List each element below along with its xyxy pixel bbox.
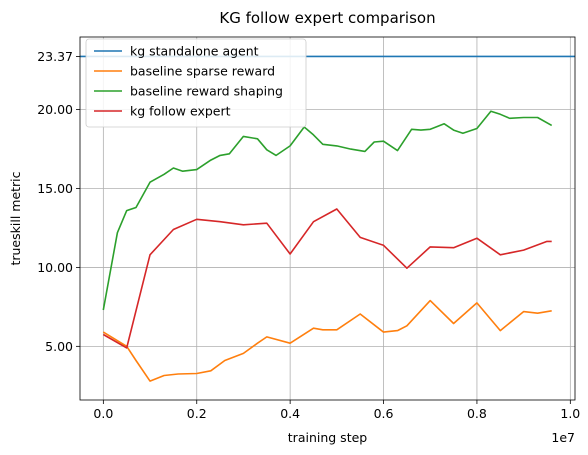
x-axis-offset-label: 1e7 <box>551 430 575 445</box>
y-tick-label: 20.00 <box>37 102 73 117</box>
y-tick-label: 23.37 <box>37 49 73 64</box>
axis-ticks: 0.0 0.2 0.4 0.6 0.8 1.0 5.00 10.00 15.00 20.00 23.… <box>37 49 580 421</box>
legend-entry-label: kg standalone agent <box>130 44 259 59</box>
plot-frame <box>79 36 576 401</box>
legend-entry-label: kg follow expert <box>130 104 231 119</box>
legend-box <box>85 38 307 128</box>
y-tick-label: 15.00 <box>37 181 73 196</box>
x-tick-label: 0.6 <box>374 406 394 421</box>
y-tick-label: 5.00 <box>45 339 73 354</box>
x-tick-label: 1.0 <box>560 406 580 421</box>
series-line-baseline-sparse-reward <box>102 299 552 382</box>
legend-entry-label: baseline reward shaping <box>130 84 283 99</box>
x-tick-label: 0.4 <box>280 406 300 421</box>
x-tick-label: 0.0 <box>93 406 113 421</box>
chart-title: KG follow expert comparison <box>219 9 435 27</box>
legend: kg standalone agent baseline sparse rewar… <box>85 38 307 128</box>
y-tick-label: 10.00 <box>37 260 73 275</box>
legend-entry-label: baseline sparse reward <box>130 64 275 79</box>
y-axis-title: trueskill metric <box>8 171 23 265</box>
x-axis-title: training step <box>288 430 368 445</box>
series-line-baseline-reward-shaping <box>102 110 553 311</box>
series-line-kg-follow-expert <box>102 208 552 349</box>
x-tick-label: 0.2 <box>187 406 207 421</box>
x-tick-label: 0.8 <box>467 406 487 421</box>
